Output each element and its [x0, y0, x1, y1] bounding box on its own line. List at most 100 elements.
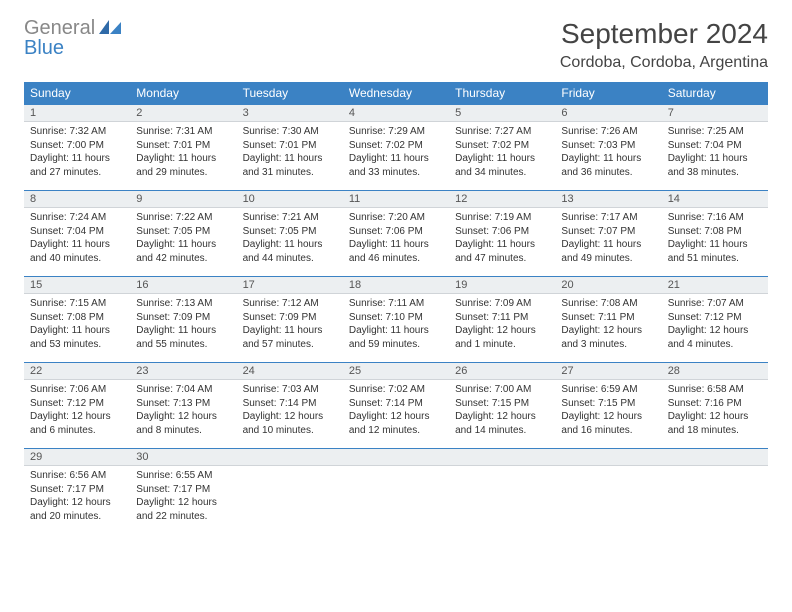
day-number: 20: [555, 277, 661, 294]
title-block: September 2024 Cordoba, Cordoba, Argenti…: [560, 18, 768, 72]
day-detail-line: Sunset: 7:05 PM: [136, 225, 230, 239]
month-title: September 2024: [560, 18, 768, 50]
day-number: 6: [555, 105, 661, 122]
day-detail-line: Sunset: 7:07 PM: [561, 225, 655, 239]
calendar-day-cell: 11Sunrise: 7:20 AMSunset: 7:06 PMDayligh…: [343, 191, 449, 277]
day-number: 7: [662, 105, 768, 122]
day-detail-line: and 20 minutes.: [30, 510, 124, 524]
day-detail-line: Sunrise: 6:58 AM: [668, 383, 762, 397]
calendar-day-cell: 7Sunrise: 7:25 AMSunset: 7:04 PMDaylight…: [662, 105, 768, 191]
calendar-day-cell: 4Sunrise: 7:29 AMSunset: 7:02 PMDaylight…: [343, 105, 449, 191]
day-detail-line: Sunrise: 7:09 AM: [455, 297, 549, 311]
day-detail-line: and 34 minutes.: [455, 166, 549, 180]
day-detail-line: Daylight: 11 hours: [561, 238, 655, 252]
calendar-day-cell: 20Sunrise: 7:08 AMSunset: 7:11 PMDayligh…: [555, 277, 661, 363]
day-detail-line: Sunset: 7:17 PM: [30, 483, 124, 497]
day-header: Wednesday: [343, 82, 449, 105]
day-detail-line: Daylight: 11 hours: [30, 238, 124, 252]
day-header: Saturday: [662, 82, 768, 105]
day-detail-line: Daylight: 11 hours: [30, 152, 124, 166]
day-detail-line: Daylight: 12 hours: [455, 410, 549, 424]
calendar-day-cell: 19Sunrise: 7:09 AMSunset: 7:11 PMDayligh…: [449, 277, 555, 363]
day-detail-line: Sunrise: 7:00 AM: [455, 383, 549, 397]
calendar-day-cell: 24Sunrise: 7:03 AMSunset: 7:14 PMDayligh…: [237, 363, 343, 449]
day-detail-line: Daylight: 12 hours: [30, 496, 124, 510]
day-number: 3: [237, 105, 343, 122]
day-details: Sunrise: 7:06 AMSunset: 7:12 PMDaylight:…: [24, 380, 130, 441]
day-details: Sunrise: 7:02 AMSunset: 7:14 PMDaylight:…: [343, 380, 449, 441]
day-header: Monday: [130, 82, 236, 105]
day-details: Sunrise: 7:09 AMSunset: 7:11 PMDaylight:…: [449, 294, 555, 355]
day-number: 30: [130, 449, 236, 466]
day-number: 16: [130, 277, 236, 294]
day-detail-line: Sunset: 7:01 PM: [243, 139, 337, 153]
day-detail-line: Sunrise: 7:17 AM: [561, 211, 655, 225]
day-detail-line: Sunset: 7:12 PM: [668, 311, 762, 325]
empty-day: [343, 449, 449, 466]
day-details: Sunrise: 7:17 AMSunset: 7:07 PMDaylight:…: [555, 208, 661, 269]
calendar-day-cell: 8Sunrise: 7:24 AMSunset: 7:04 PMDaylight…: [24, 191, 130, 277]
day-detail-line: Sunrise: 7:11 AM: [349, 297, 443, 311]
day-detail-line: Sunrise: 7:32 AM: [30, 125, 124, 139]
day-detail-line: Sunset: 7:14 PM: [243, 397, 337, 411]
calendar-day-cell: 21Sunrise: 7:07 AMSunset: 7:12 PMDayligh…: [662, 277, 768, 363]
day-detail-line: Daylight: 12 hours: [136, 410, 230, 424]
day-detail-line: Daylight: 11 hours: [243, 324, 337, 338]
calendar-day-cell: 3Sunrise: 7:30 AMSunset: 7:01 PMDaylight…: [237, 105, 343, 191]
day-detail-line: and 12 minutes.: [349, 424, 443, 438]
day-detail-line: Sunrise: 7:12 AM: [243, 297, 337, 311]
day-detail-line: Sunset: 7:09 PM: [136, 311, 230, 325]
calendar-day-cell: 28Sunrise: 6:58 AMSunset: 7:16 PMDayligh…: [662, 363, 768, 449]
day-details: Sunrise: 7:32 AMSunset: 7:00 PMDaylight:…: [24, 122, 130, 183]
day-detail-line: Sunrise: 7:21 AM: [243, 211, 337, 225]
day-number: 29: [24, 449, 130, 466]
calendar-day-cell: [449, 449, 555, 535]
calendar-day-cell: [343, 449, 449, 535]
day-detail-line: Daylight: 11 hours: [561, 152, 655, 166]
logo-sail-icon: [99, 17, 121, 39]
day-number: 8: [24, 191, 130, 208]
day-detail-line: Sunrise: 7:30 AM: [243, 125, 337, 139]
day-detail-line: Sunrise: 7:02 AM: [349, 383, 443, 397]
day-header: Thursday: [449, 82, 555, 105]
day-detail-line: Daylight: 11 hours: [136, 152, 230, 166]
day-number: 14: [662, 191, 768, 208]
day-details: Sunrise: 7:11 AMSunset: 7:10 PMDaylight:…: [343, 294, 449, 355]
empty-day: [237, 449, 343, 466]
day-detail-line: Sunset: 7:11 PM: [455, 311, 549, 325]
calendar-week-row: 8Sunrise: 7:24 AMSunset: 7:04 PMDaylight…: [24, 191, 768, 277]
day-detail-line: Sunset: 7:10 PM: [349, 311, 443, 325]
day-details: Sunrise: 7:25 AMSunset: 7:04 PMDaylight:…: [662, 122, 768, 183]
day-detail-line: Sunrise: 7:27 AM: [455, 125, 549, 139]
day-detail-line: and 18 minutes.: [668, 424, 762, 438]
day-detail-line: Sunrise: 6:59 AM: [561, 383, 655, 397]
calendar-day-cell: 29Sunrise: 6:56 AMSunset: 7:17 PMDayligh…: [24, 449, 130, 535]
day-detail-line: Daylight: 12 hours: [349, 410, 443, 424]
day-detail-line: and 16 minutes.: [561, 424, 655, 438]
day-detail-line: Sunrise: 7:24 AM: [30, 211, 124, 225]
day-number: 28: [662, 363, 768, 380]
day-detail-line: Sunrise: 7:19 AM: [455, 211, 549, 225]
location-text: Cordoba, Cordoba, Argentina: [560, 54, 768, 72]
calendar-day-cell: 10Sunrise: 7:21 AMSunset: 7:05 PMDayligh…: [237, 191, 343, 277]
day-detail-line: and 8 minutes.: [136, 424, 230, 438]
day-details: Sunrise: 7:04 AMSunset: 7:13 PMDaylight:…: [130, 380, 236, 441]
calendar-day-cell: 17Sunrise: 7:12 AMSunset: 7:09 PMDayligh…: [237, 277, 343, 363]
calendar-day-cell: 14Sunrise: 7:16 AMSunset: 7:08 PMDayligh…: [662, 191, 768, 277]
day-number: 27: [555, 363, 661, 380]
day-details: Sunrise: 7:24 AMSunset: 7:04 PMDaylight:…: [24, 208, 130, 269]
day-details: Sunrise: 7:03 AMSunset: 7:14 PMDaylight:…: [237, 380, 343, 441]
day-header: Tuesday: [237, 82, 343, 105]
day-detail-line: Sunset: 7:05 PM: [243, 225, 337, 239]
day-number: 2: [130, 105, 236, 122]
day-number: 4: [343, 105, 449, 122]
day-detail-line: Sunrise: 7:13 AM: [136, 297, 230, 311]
day-detail-line: Daylight: 11 hours: [455, 152, 549, 166]
day-detail-line: Sunset: 7:04 PM: [668, 139, 762, 153]
day-detail-line: and 33 minutes.: [349, 166, 443, 180]
day-detail-line: Sunrise: 7:04 AM: [136, 383, 230, 397]
day-detail-line: Daylight: 12 hours: [668, 410, 762, 424]
day-detail-line: Daylight: 11 hours: [349, 152, 443, 166]
day-detail-line: and 51 minutes.: [668, 252, 762, 266]
day-detail-line: Daylight: 12 hours: [561, 324, 655, 338]
